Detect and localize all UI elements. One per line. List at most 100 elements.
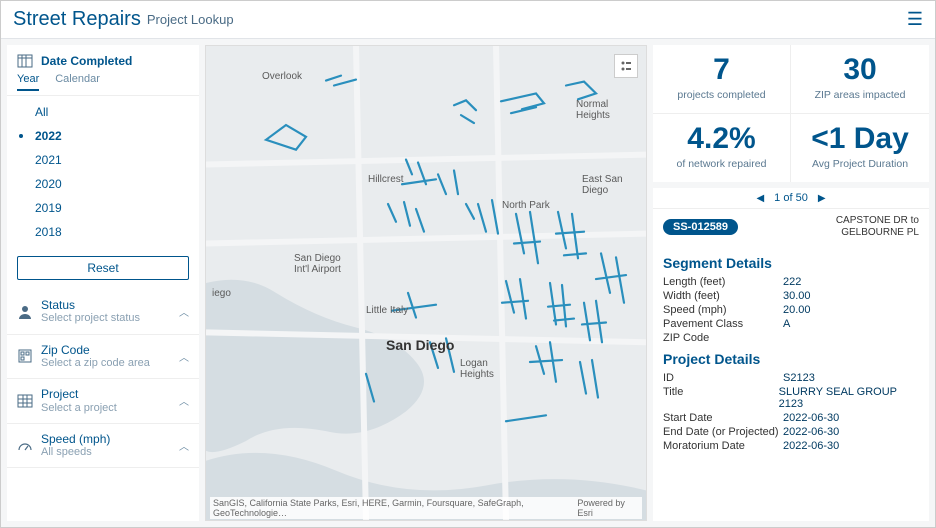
stat-label: projects completed: [659, 89, 784, 101]
year-option[interactable]: 2020: [31, 172, 189, 196]
map-canvas: [206, 46, 646, 520]
filter-speed-mph-[interactable]: Speed (mph)All speeds︿: [7, 424, 199, 468]
detail-key: Speed (mph): [663, 304, 783, 316]
legend-icon: [620, 60, 632, 72]
detail-value: 20.00: [783, 304, 811, 316]
detail-value: 2022-06-30: [783, 412, 839, 424]
detail-value: 30.00: [783, 290, 811, 302]
record-location-1: CAPSTONE DR to: [836, 215, 919, 227]
year-option[interactable]: 2021: [31, 148, 189, 172]
calendar-icon: [17, 53, 33, 69]
stat-label: Avg Project Duration: [797, 158, 923, 170]
detail-row: ZIP Code: [663, 331, 919, 345]
app-subtitle: Project Lookup: [147, 12, 234, 27]
date-filter-title: Date Completed: [41, 54, 132, 68]
segment-details-title: Segment Details: [663, 255, 919, 271]
detail-value: A: [783, 318, 790, 330]
pager-next[interactable]: ▶: [818, 193, 826, 204]
stat-card: 30 ZIP areas impacted: [791, 45, 929, 114]
chevron-up-icon: ︿: [179, 393, 189, 408]
stat-label: of network repaired: [659, 158, 784, 170]
pager-text: 1 of 50: [774, 192, 808, 204]
map-attr-left: SanGIS, California State Parks, Esri, HE…: [213, 498, 577, 518]
menu-icon[interactable]: ☰: [907, 9, 923, 30]
year-option[interactable]: 2019: [31, 196, 189, 220]
record-header: SS-012589 CAPSTONE DR to GELBOURNE PL: [653, 209, 929, 245]
filter-zip-code[interactable]: Zip CodeSelect a zip code area ︿: [7, 335, 199, 379]
detail-key: Pavement Class: [663, 318, 783, 330]
detail-row: Start Date2022-06-30: [663, 411, 919, 425]
detail-key: Width (feet): [663, 290, 783, 302]
filter-status[interactable]: StatusSelect project status ︿: [7, 290, 199, 334]
filter-subtitle: All speeds: [41, 446, 110, 459]
stats-grid: 7 projects completed 30 ZIP areas impacted 4…: [653, 45, 929, 182]
detail-key: Title: [663, 386, 779, 410]
detail-value: 2022-06-30: [783, 426, 839, 438]
detail-row: Length (feet)222: [663, 275, 919, 289]
year-option[interactable]: 2022: [31, 124, 189, 148]
detail-key: ID: [663, 372, 783, 384]
filter-subtitle: Select project status: [41, 312, 140, 325]
detail-key: ZIP Code: [663, 332, 783, 344]
map[interactable]: OverlookNormal HeightsHillcrestEast San …: [205, 45, 647, 521]
user-icon: [17, 304, 33, 320]
gauge-icon: [17, 438, 33, 454]
detail-card: ◀ 1 of 50 ▶ SS-012589 CAPSTONE DR to GEL…: [653, 188, 929, 521]
stat-card: 4.2% of network repaired: [653, 114, 791, 182]
filter-title: Zip Code: [41, 343, 150, 357]
sidebar: Date Completed Year Calendar All20222021…: [7, 45, 199, 521]
legend-button[interactable]: [614, 54, 638, 78]
detail-key: End Date (or Projected): [663, 426, 783, 438]
tab-year[interactable]: Year: [17, 73, 39, 91]
project-details-title: Project Details: [663, 351, 919, 367]
chevron-up-icon: ︿: [179, 304, 189, 319]
stat-value: 30: [797, 55, 923, 85]
header: Street Repairs Project Lookup ☰: [1, 1, 935, 39]
detail-row: Pavement ClassA: [663, 317, 919, 331]
year-option[interactable]: All: [31, 100, 189, 124]
filter-subtitle: Select a project: [41, 402, 117, 415]
zip-icon: [17, 348, 33, 364]
filter-subtitle: Select a zip code area: [41, 357, 150, 370]
detail-key: Length (feet): [663, 276, 783, 288]
detail-value: SLURRY SEAL GROUP 2123: [779, 386, 919, 410]
year-option[interactable]: 2018: [31, 220, 189, 244]
pager-prev[interactable]: ◀: [756, 193, 764, 204]
chevron-up-icon: ︿: [179, 349, 189, 364]
detail-key: Moratorium Date: [663, 440, 783, 452]
detail-row: End Date (or Projected)2022-06-30: [663, 425, 919, 439]
body: Date Completed Year Calendar All20222021…: [1, 39, 935, 527]
stat-value: 4.2%: [659, 124, 784, 154]
filter-title: Speed (mph): [41, 432, 110, 446]
date-tabs: Year Calendar: [7, 73, 199, 96]
detail-row: Width (feet)30.00: [663, 289, 919, 303]
filter-title: Project: [41, 387, 117, 401]
reset-button[interactable]: Reset: [17, 256, 189, 280]
detail-value: 2022-06-30: [783, 440, 839, 452]
record-id-pill: SS-012589: [663, 219, 738, 235]
stat-card: 7 projects completed: [653, 45, 791, 114]
year-list: All20222021202020192018: [7, 96, 199, 252]
app-title: Street Repairs: [13, 8, 141, 31]
detail-row: Speed (mph)20.00: [663, 303, 919, 317]
detail-value: 222: [783, 276, 801, 288]
detail-key: Start Date: [663, 412, 783, 424]
map-attr-right: Powered by Esri: [577, 498, 639, 518]
filter-project[interactable]: ProjectSelect a project ︿: [7, 379, 199, 423]
detail-row: Moratorium Date2022-06-30: [663, 439, 919, 453]
filter-title: Status: [41, 298, 140, 312]
right-panel: 7 projects completed 30 ZIP areas impacted 4…: [653, 45, 929, 521]
pager: ◀ 1 of 50 ▶: [653, 188, 929, 209]
detail-body: Segment Details Length (feet)222Width (f…: [653, 245, 929, 461]
grid-icon: [17, 393, 33, 409]
tab-calendar[interactable]: Calendar: [55, 73, 100, 91]
record-location: CAPSTONE DR to GELBOURNE PL: [836, 215, 919, 239]
date-filter-header: Date Completed: [7, 45, 199, 73]
detail-row: IDS2123: [663, 371, 919, 385]
stat-label: ZIP areas impacted: [797, 89, 923, 101]
record-location-2: GELBOURNE PL: [836, 227, 919, 239]
stat-value: 7: [659, 55, 784, 85]
stat-card: <1 DayAvg Project Duration: [791, 114, 929, 182]
map-attribution: SanGIS, California State Parks, Esri, HE…: [210, 497, 642, 519]
app: Street Repairs Project Lookup ☰ Date Com…: [0, 0, 936, 528]
